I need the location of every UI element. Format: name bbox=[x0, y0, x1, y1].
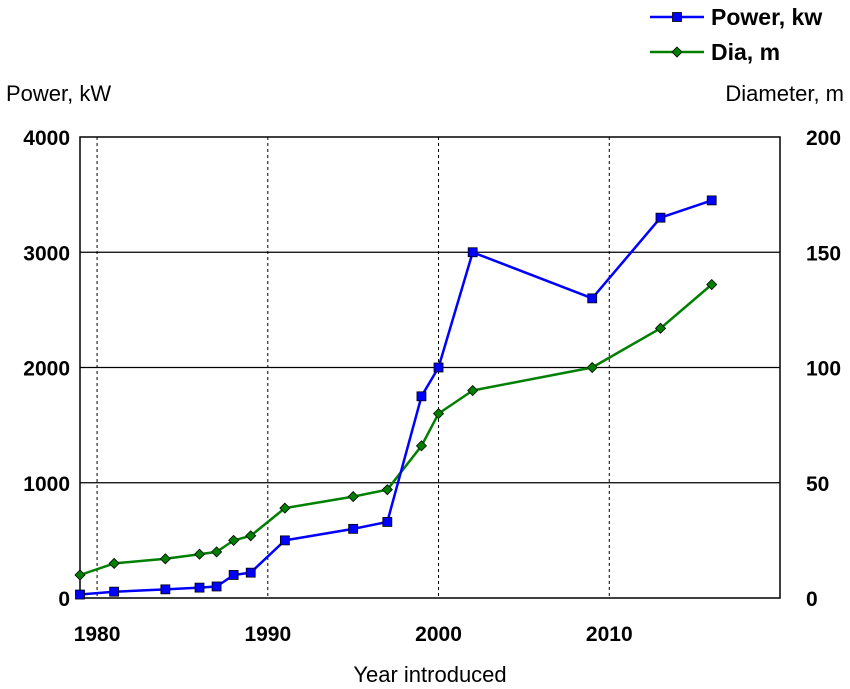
power-data-point bbox=[160, 584, 171, 595]
right-tick-label: 50 bbox=[806, 473, 829, 496]
left-axis-ticks: 0 1000 2000 3000 4000 bbox=[23, 127, 70, 611]
left-tick-label: 3000 bbox=[23, 242, 70, 265]
power-data-point bbox=[416, 391, 427, 402]
diameter-data-point bbox=[381, 484, 393, 496]
power-data-point bbox=[655, 212, 666, 223]
power-data-point bbox=[382, 517, 393, 527]
plot-frame bbox=[79, 136, 781, 599]
legend-item-power: Power, kw bbox=[650, 4, 822, 30]
right-axis-ticks: 0 50 100 150 200 bbox=[806, 127, 841, 611]
series-layer bbox=[74, 195, 718, 600]
x-axis-ticks: 1980 1990 2000 2010 bbox=[74, 623, 633, 646]
x-axis-title: Year introduced bbox=[353, 662, 506, 687]
diameter-data-point bbox=[279, 502, 291, 514]
power-data-point bbox=[467, 247, 478, 258]
right-tick-label: 150 bbox=[806, 242, 841, 265]
diameter-data-point bbox=[228, 534, 240, 546]
legend-label: Dia, m bbox=[711, 39, 780, 65]
power-data-point bbox=[194, 582, 205, 593]
power-data-point bbox=[348, 523, 359, 534]
right-axis-title: Diameter, m bbox=[725, 81, 844, 106]
legend-marker bbox=[672, 12, 682, 22]
power-data-point bbox=[75, 589, 85, 600]
right-tick-label: 100 bbox=[806, 358, 841, 381]
x-tick-label: 1980 bbox=[74, 623, 121, 646]
diameter-data-point bbox=[586, 361, 598, 374]
diameter-data-point bbox=[347, 491, 359, 503]
left-tick-label: 4000 bbox=[23, 127, 70, 150]
power-data-point bbox=[279, 535, 290, 546]
legend-label: Power, kw bbox=[711, 4, 822, 30]
diameter-data-point bbox=[159, 553, 171, 565]
power-data-point bbox=[433, 362, 444, 373]
right-tick-label: 0 bbox=[806, 588, 818, 611]
x-tick-label: 1990 bbox=[244, 623, 291, 646]
diameter-series-line bbox=[79, 283, 713, 577]
legend: Power, kw Dia, m bbox=[650, 4, 822, 65]
power-series bbox=[75, 195, 717, 600]
diameter-data-point bbox=[467, 384, 479, 397]
diameter-series bbox=[74, 278, 718, 581]
diameter-data-point bbox=[432, 408, 445, 420]
power-data-point bbox=[109, 586, 120, 597]
power-data-point bbox=[228, 570, 239, 580]
grid bbox=[80, 137, 780, 598]
legend-item-diameter: Dia, m bbox=[650, 39, 780, 65]
x-tick-label: 2000 bbox=[415, 623, 462, 646]
diameter-data-point bbox=[245, 530, 257, 542]
power-data-point bbox=[587, 293, 598, 304]
right-tick-label: 200 bbox=[806, 127, 841, 150]
power-data-point bbox=[211, 581, 222, 592]
power-series-line bbox=[79, 199, 713, 596]
diameter-data-point bbox=[74, 569, 86, 581]
diameter-data-point bbox=[654, 322, 667, 334]
left-axis-title: Power, kW bbox=[6, 81, 111, 106]
left-tick-label: 2000 bbox=[23, 358, 70, 381]
power-data-point bbox=[706, 195, 717, 206]
diameter-data-point bbox=[211, 546, 223, 558]
left-tick-label: 0 bbox=[58, 588, 70, 611]
left-tick-label: 1000 bbox=[23, 473, 70, 496]
x-tick-label: 2010 bbox=[586, 623, 633, 646]
power-data-point bbox=[245, 567, 256, 578]
diameter-data-point bbox=[706, 278, 718, 291]
diameter-data-point bbox=[193, 548, 206, 560]
diameter-data-point bbox=[415, 440, 428, 452]
legend-marker bbox=[671, 46, 683, 58]
diameter-data-point bbox=[108, 557, 120, 569]
